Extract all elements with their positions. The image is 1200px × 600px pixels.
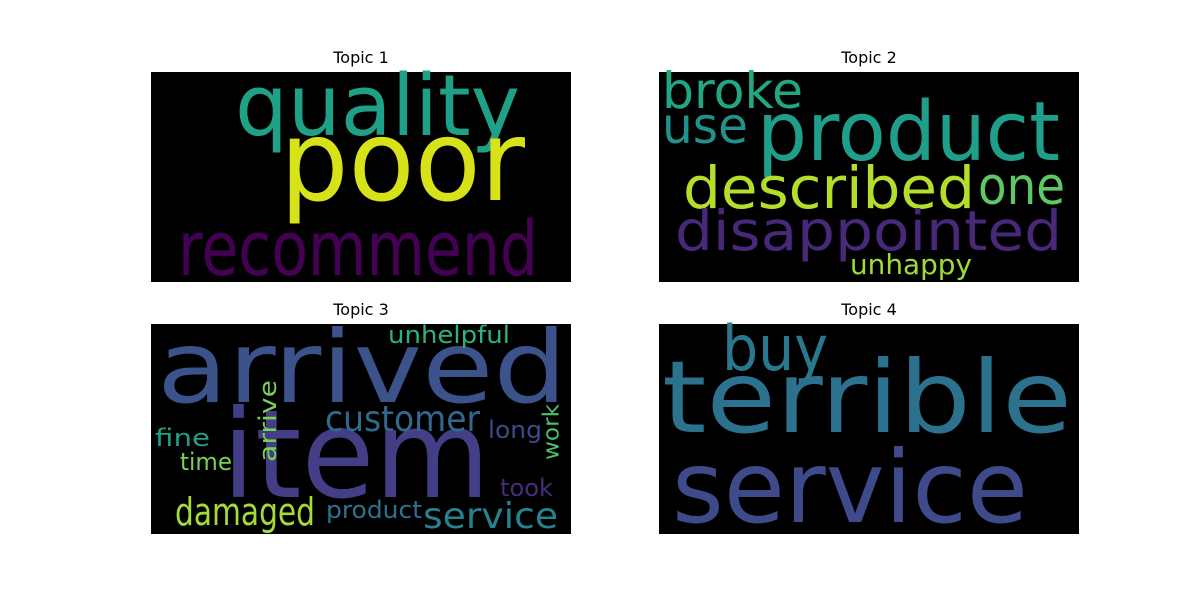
panel-title: Topic 1 (332, 48, 389, 67)
word: service (672, 429, 1028, 546)
word: buy (722, 312, 828, 385)
word: took (500, 474, 553, 502)
word: fine (155, 424, 210, 452)
word: terrible (662, 339, 1072, 456)
word: customer (325, 399, 480, 440)
word: unhappy (850, 248, 972, 281)
word: recommend (178, 204, 538, 293)
word: quality (235, 57, 520, 156)
panel-title: Topic 2 (840, 48, 897, 67)
word: described (683, 154, 975, 222)
word-cloud-background (659, 72, 1079, 282)
word: poor (280, 97, 526, 227)
word: product (326, 496, 422, 524)
word: product (757, 85, 1060, 180)
word: one (978, 157, 1065, 217)
word: broke (662, 62, 803, 120)
word: time (180, 448, 232, 476)
word: disappointed (675, 199, 1062, 263)
word: damaged (175, 490, 315, 534)
word: arrive (254, 380, 282, 462)
word-cloud-background (151, 72, 571, 282)
word-cloud-background (151, 324, 571, 534)
word: service (423, 496, 558, 537)
word: long (488, 416, 542, 444)
word-cloud-background (659, 324, 1079, 534)
word: work (540, 404, 565, 460)
panel-title: Topic 4 (840, 300, 897, 319)
word: unhelpful (388, 321, 510, 349)
word: use (662, 97, 748, 155)
word: arrived (157, 309, 567, 426)
word: item (222, 384, 490, 526)
panel-title: Topic 3 (332, 300, 389, 319)
